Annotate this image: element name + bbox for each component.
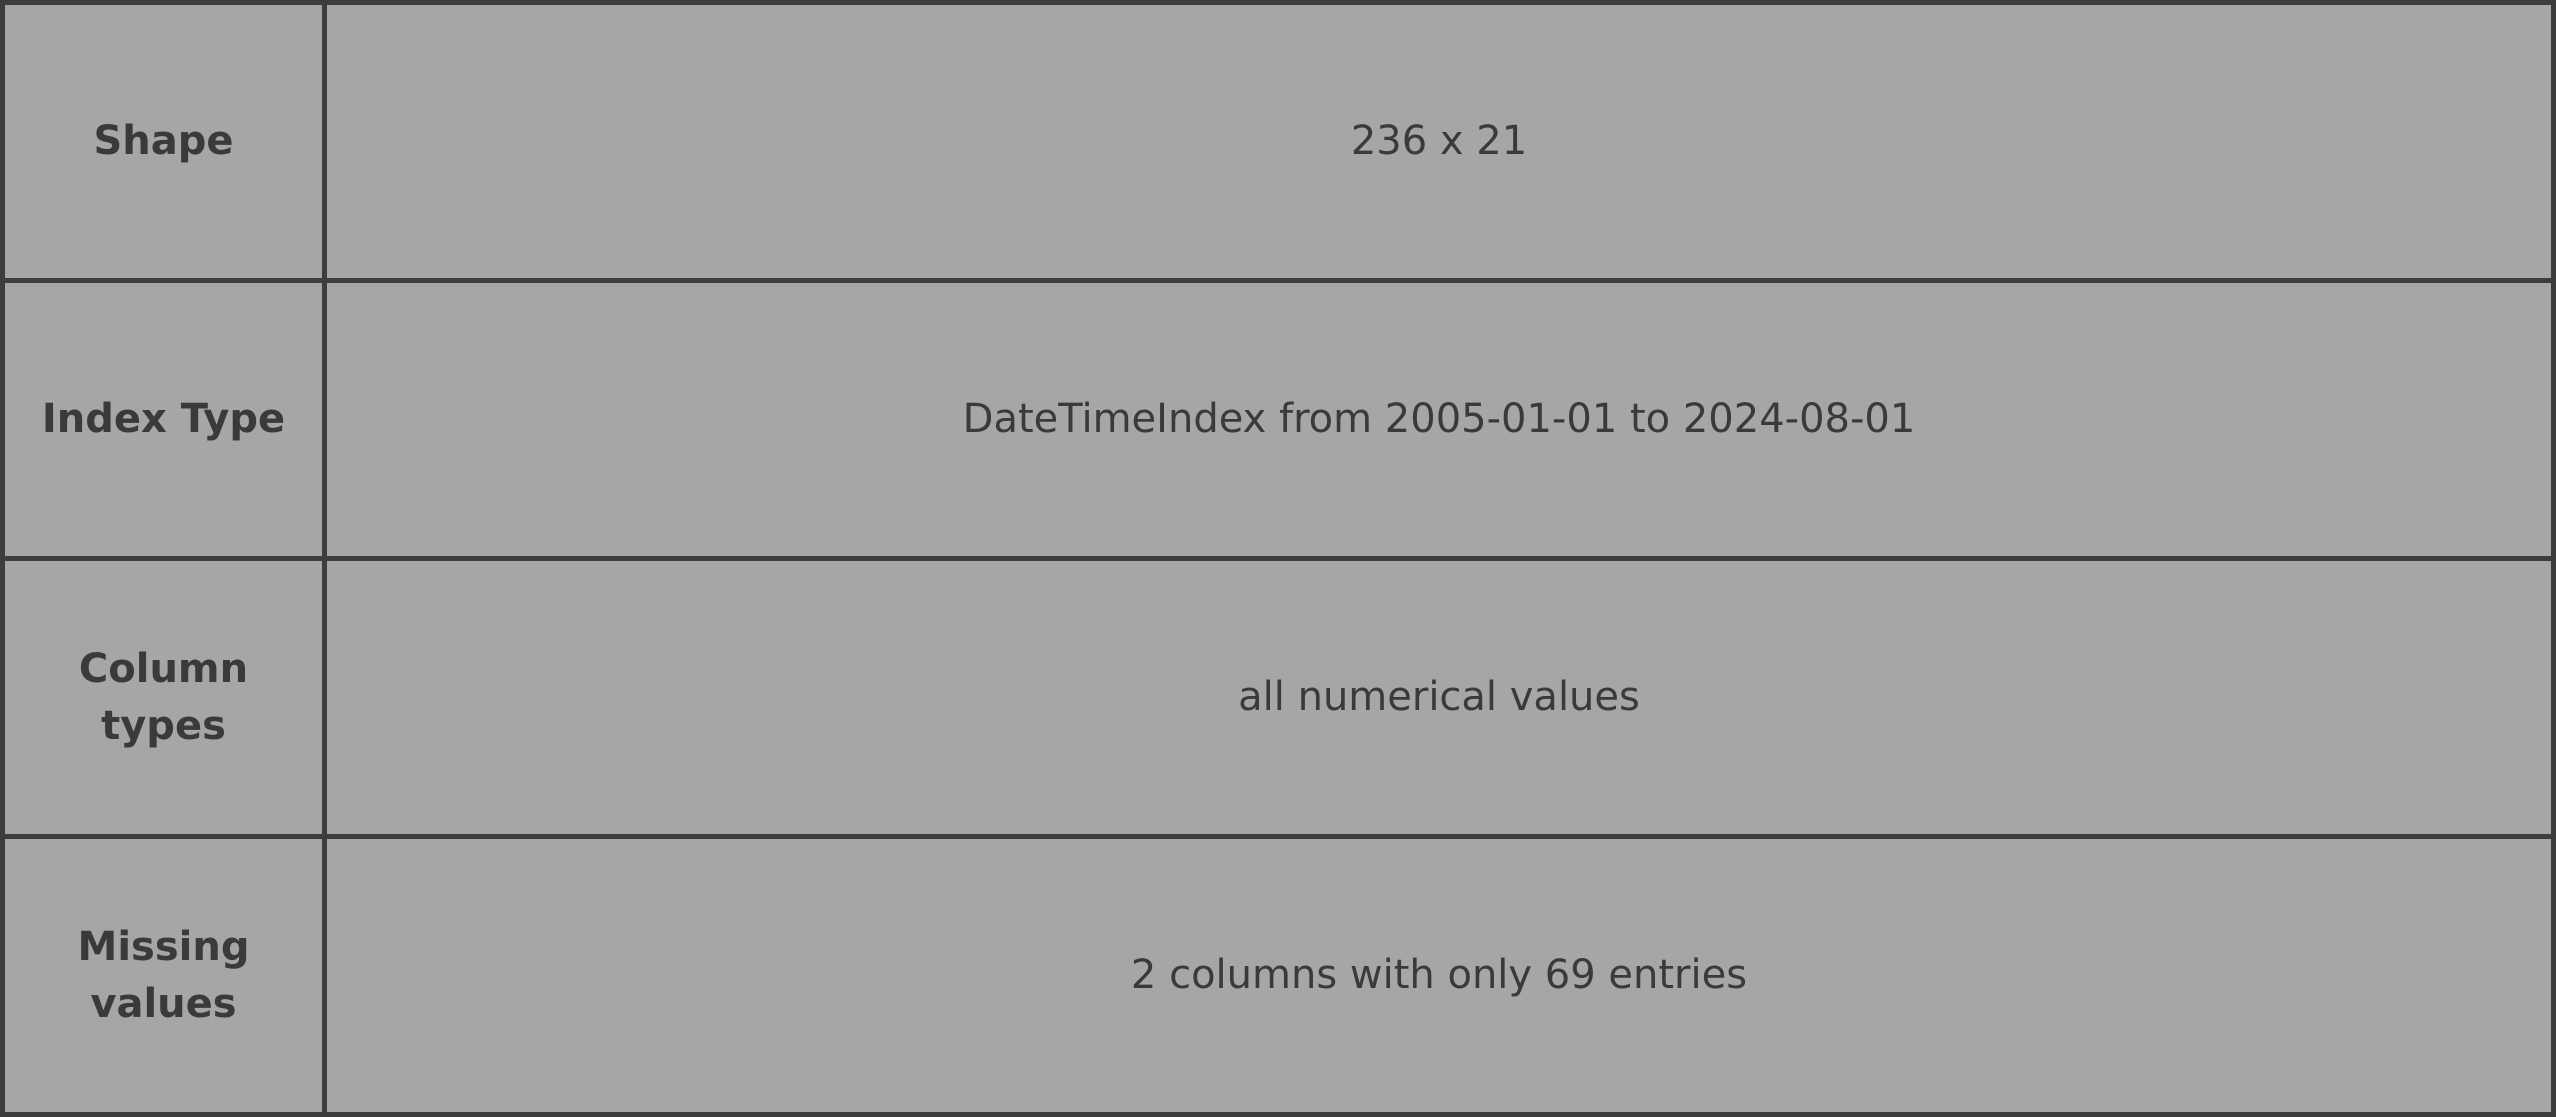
table-row: Shape 236 x 21 <box>0 0 2556 283</box>
table-row: Column types all numerical values <box>0 556 2556 839</box>
table-row: Index Type DateTimeIndex from 2005-01-01… <box>0 278 2556 561</box>
row-label-missing-values: Missing values <box>0 834 327 1117</box>
row-value-shape: 236 x 21 <box>322 0 2556 283</box>
table-row: Missing values 2 columns with only 69 en… <box>0 834 2556 1117</box>
row-value-column-types: all numerical values <box>322 556 2556 839</box>
row-label-shape: Shape <box>0 0 327 283</box>
row-label-column-types: Column types <box>0 556 327 839</box>
row-value-missing-values: 2 columns with only 69 entries <box>322 834 2556 1117</box>
row-label-index-type: Index Type <box>0 278 327 561</box>
row-value-index-type: DateTimeIndex from 2005-01-01 to 2024-08… <box>322 278 2556 561</box>
